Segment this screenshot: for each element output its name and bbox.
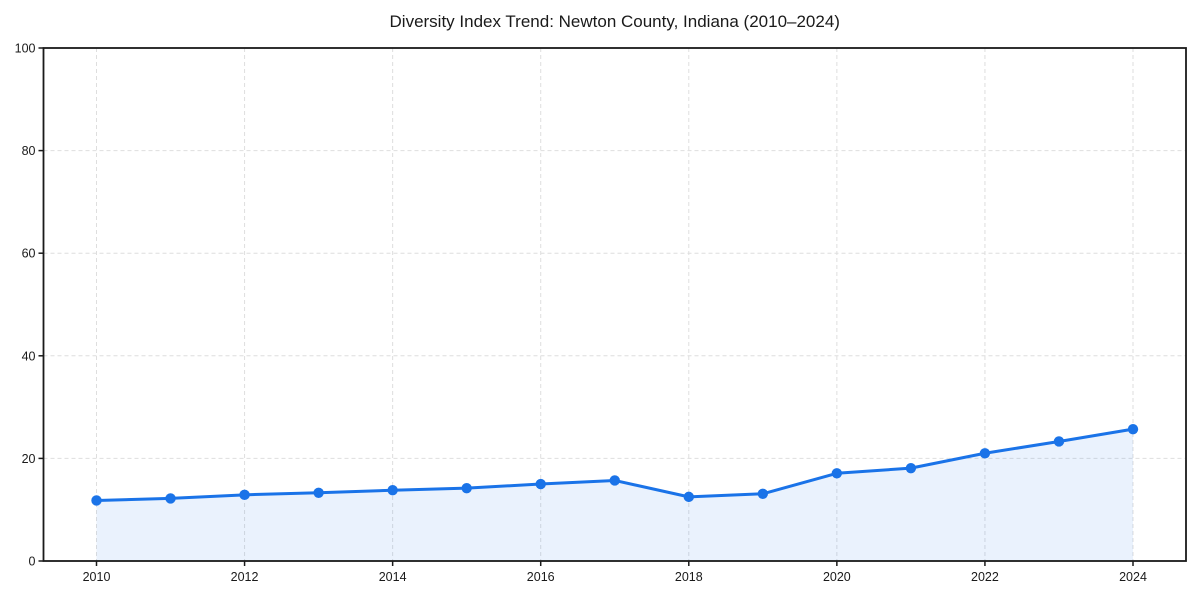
x-tick-label-2010: 2010 [83, 570, 111, 584]
x-tick-label-2024: 2024 [1119, 570, 1147, 584]
data-point-2010 [91, 495, 102, 506]
data-point-2023 [1053, 436, 1065, 447]
y-tick-label-20: 20 [22, 452, 36, 466]
plot-frame [42, 47, 1187, 562]
data-point-2014 [387, 485, 398, 496]
data-point-2017 [609, 475, 620, 486]
y-tick-label-80: 80 [22, 144, 36, 158]
area-fill [96, 429, 1133, 561]
data-point-2018 [683, 491, 694, 503]
data-point-2015 [461, 482, 472, 494]
y-tick-label-40: 40 [22, 349, 36, 363]
chart-title: Diversity Index Trend: Newton County, In… [389, 12, 840, 31]
x-tick-label-2012: 2012 [231, 570, 259, 584]
x-tick-label-2022: 2022 [971, 570, 999, 584]
data-point-2020 [831, 468, 843, 479]
y-tick-label-0: 0 [29, 555, 36, 569]
data-point-2019 [757, 488, 769, 499]
data-point-2013 [313, 487, 324, 498]
data-point-2016 [535, 478, 546, 490]
data-point-2022 [979, 448, 991, 459]
y-tick-label-100: 100 [15, 42, 36, 56]
y-tick-label-60: 60 [22, 247, 36, 261]
x-tick-label-2014: 2014 [379, 570, 407, 584]
x-tick-label-2018: 2018 [675, 570, 703, 584]
data-point-2024 [1127, 423, 1139, 435]
data-point-2011 [165, 493, 176, 504]
x-tick-label-2020: 2020 [823, 570, 851, 584]
data-point-2012 [239, 489, 250, 501]
x-tick-label-2016: 2016 [527, 570, 555, 584]
data-point-2021 [905, 462, 917, 474]
